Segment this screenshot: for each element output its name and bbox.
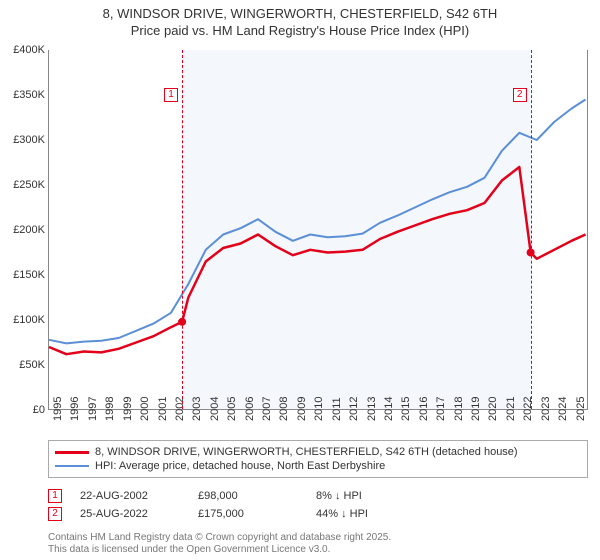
x-tick-label: 2024 <box>557 397 569 421</box>
legend-swatch <box>55 451 89 454</box>
x-tick-label: 2004 <box>209 397 221 421</box>
sale-vline <box>531 50 532 409</box>
plot-area: £0£50K£100K£150K£200K£250K£300K£350K£400… <box>48 50 588 410</box>
x-tick-label: 2016 <box>418 397 430 421</box>
legend-item: 8, WINDSOR DRIVE, WINGERWORTH, CHESTERFI… <box>55 445 581 459</box>
chart-title: 8, WINDSOR DRIVE, WINGERWORTH, CHESTERFI… <box>0 0 600 40</box>
x-tick-label: 2017 <box>435 397 447 421</box>
annotation-delta: 44% ↓ HPI <box>316 508 416 520</box>
x-tick-label: 1996 <box>69 397 81 421</box>
annotation-date: 25-AUG-2022 <box>80 508 180 520</box>
annotation-marker: 2 <box>48 507 62 521</box>
sale-number-marker: 1 <box>164 88 178 102</box>
y-tick-label: £0 <box>1 404 45 416</box>
y-tick-label: £200K <box>1 224 45 236</box>
x-tick-label: 2010 <box>313 397 325 421</box>
annotation-table: 1 22-AUG-2002 £98,000 8% ↓ HPI 2 25-AUG-2022 £… <box>48 487 588 523</box>
annotation-price: £175,000 <box>198 508 298 520</box>
legend-label: HPI: Average price, detached house, Nort… <box>95 460 385 472</box>
x-tick-label: 2018 <box>453 397 465 421</box>
legend-label: 8, WINDSOR DRIVE, WINGERWORTH, CHESTERFI… <box>95 446 518 458</box>
annotation-price: £98,000 <box>198 490 298 502</box>
x-tick-label: 2021 <box>505 397 517 421</box>
x-tick-label: 2003 <box>191 397 203 421</box>
y-tick-label: £50K <box>1 359 45 371</box>
x-tick-label: 2008 <box>278 397 290 421</box>
legend-swatch <box>55 465 89 467</box>
x-tick-label: 2020 <box>487 397 499 421</box>
annotation-row: 2 25-AUG-2022 £175,000 44% ↓ HPI <box>48 505 588 523</box>
legend-box: 8, WINDSOR DRIVE, WINGERWORTH, CHESTERFI… <box>48 440 588 478</box>
x-tick-label: 1999 <box>122 397 134 421</box>
y-tick-label: £300K <box>1 134 45 146</box>
y-tick-label: £100K <box>1 314 45 326</box>
x-tick-label: 2014 <box>383 397 395 421</box>
x-tick-label: 2019 <box>470 397 482 421</box>
sale-vline <box>182 50 183 409</box>
x-tick-label: 2007 <box>261 397 273 421</box>
footer-line-1: Contains HM Land Registry data © Crown c… <box>48 532 391 543</box>
annotation-delta: 8% ↓ HPI <box>316 490 416 502</box>
legend-item: HPI: Average price, detached house, Nort… <box>55 459 581 473</box>
y-tick-label: £150K <box>1 269 45 281</box>
series-hpi <box>49 100 586 344</box>
x-tick-label: 1997 <box>87 397 99 421</box>
sale-number-marker: 2 <box>513 88 527 102</box>
chart-container: 8, WINDSOR DRIVE, WINGERWORTH, CHESTERFI… <box>0 0 600 560</box>
footer-line-2: This data is licensed under the Open Gov… <box>48 544 330 555</box>
y-tick-label: £350K <box>1 89 45 101</box>
annotation-row: 1 22-AUG-2002 £98,000 8% ↓ HPI <box>48 487 588 505</box>
series-price_paid <box>49 167 586 354</box>
title-line-2: Price paid vs. HM Land Registry's House … <box>131 23 469 38</box>
x-tick-label: 2000 <box>139 397 151 421</box>
y-tick-label: £250K <box>1 179 45 191</box>
x-tick-label: 2023 <box>540 397 552 421</box>
x-tick-label: 2009 <box>296 397 308 421</box>
x-tick-label: 2001 <box>157 397 169 421</box>
x-tick-label: 2005 <box>226 397 238 421</box>
x-tick-label: 2022 <box>522 397 534 421</box>
x-tick-label: 2006 <box>244 397 256 421</box>
x-tick-label: 2011 <box>331 397 343 421</box>
annotation-marker: 1 <box>48 489 62 503</box>
x-tick-label: 1998 <box>104 397 116 421</box>
x-tick-label: 2012 <box>348 397 360 421</box>
y-tick-label: £400K <box>1 44 45 56</box>
footer-attribution: Contains HM Land Registry data © Crown c… <box>48 532 391 556</box>
chart-svg <box>49 50 587 409</box>
x-tick-label: 1995 <box>52 397 64 421</box>
x-tick-label: 2015 <box>400 397 412 421</box>
x-tick-label: 2002 <box>174 397 186 421</box>
x-tick-label: 2013 <box>366 397 378 421</box>
annotation-date: 22-AUG-2002 <box>80 490 180 502</box>
x-tick-label: 2025 <box>575 397 587 421</box>
title-line-1: 8, WINDSOR DRIVE, WINGERWORTH, CHESTERFI… <box>103 6 498 21</box>
